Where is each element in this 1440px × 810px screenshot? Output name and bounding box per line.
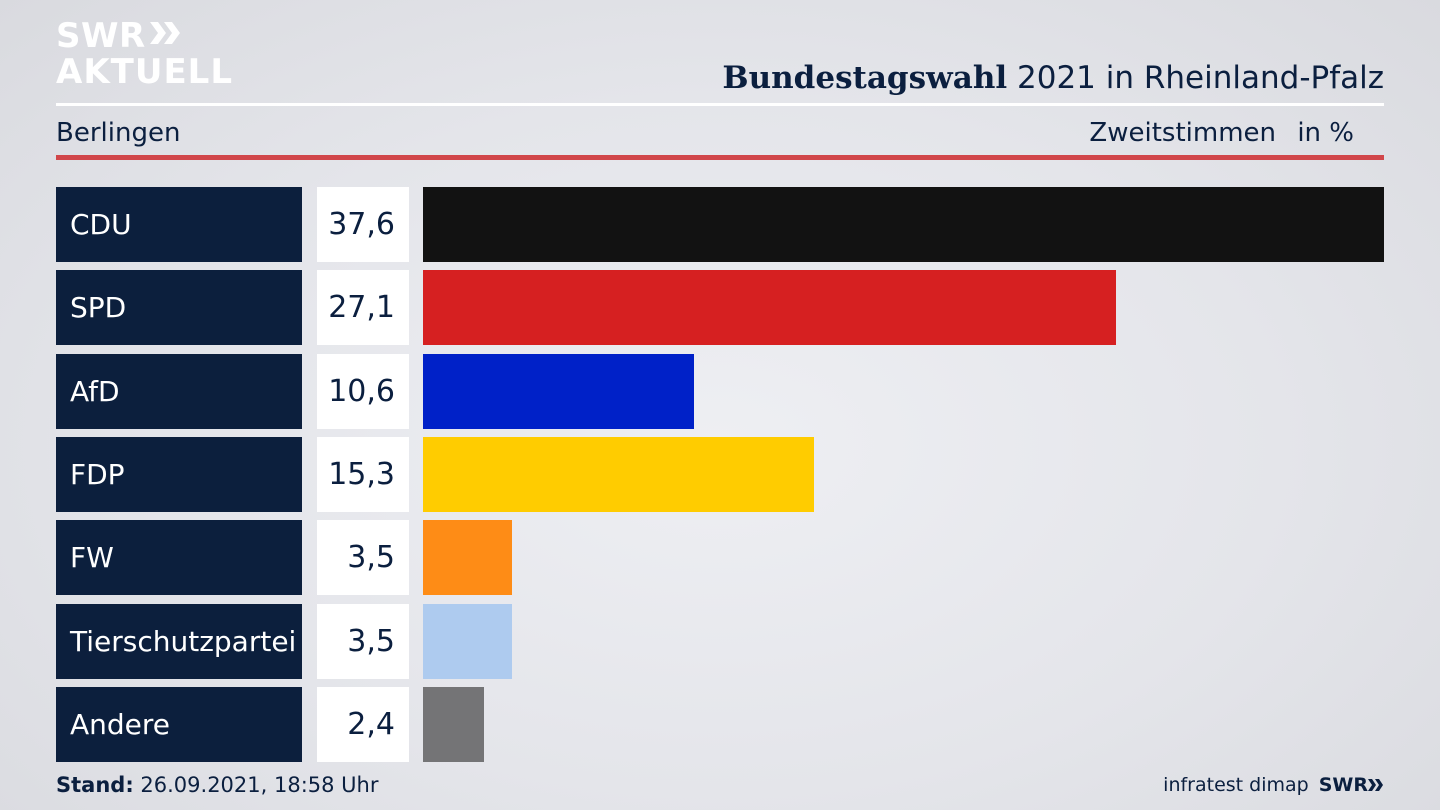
party-label: Tierschutzpartei xyxy=(56,603,302,679)
source-credit: infratest dimap SWR xyxy=(1163,771,1384,799)
value-label: 2,4 xyxy=(317,686,409,762)
title-rest: 2021 in Rheinland-Pfalz xyxy=(1007,60,1384,96)
stand-value: 26.09.2021, 18:58 Uhr xyxy=(133,773,379,797)
value-label: 37,6 xyxy=(317,187,409,262)
accent-divider xyxy=(56,155,1384,160)
bar-row: AfD 10,6 xyxy=(56,353,1384,429)
bar-row: Andere 2,4 xyxy=(56,686,1384,762)
value-label: 15,3 xyxy=(317,436,409,512)
unit-label: in % xyxy=(1297,118,1354,148)
party-label: Andere xyxy=(56,686,302,762)
bar-row: FDP 15,3 xyxy=(56,436,1384,512)
bar xyxy=(423,520,512,596)
party-label: SPD xyxy=(56,270,302,346)
bar xyxy=(423,270,1116,346)
bar xyxy=(423,187,1384,262)
bar-row: FW 3,5 xyxy=(56,520,1384,596)
source-label: infratest dimap xyxy=(1163,774,1309,796)
metric-label: Zweitstimmen xyxy=(1089,118,1276,148)
header-divider xyxy=(56,103,1384,106)
bar-row: CDU 37,6 xyxy=(56,187,1384,262)
value-label: 3,5 xyxy=(317,603,409,679)
value-label: 27,1 xyxy=(317,270,409,346)
bar-row: SPD 27,1 xyxy=(56,270,1384,346)
stand-label: Stand: xyxy=(56,773,134,797)
chevrons-icon xyxy=(149,22,180,44)
title-bold: Bundestagswahl xyxy=(722,60,1008,96)
bar xyxy=(423,353,694,429)
party-label: CDU xyxy=(56,187,302,262)
bar xyxy=(423,686,484,762)
chevrons-icon xyxy=(1368,779,1383,791)
party-label: AfD xyxy=(56,353,302,429)
bar xyxy=(423,603,512,679)
party-label: FW xyxy=(56,520,302,596)
chart-title: Bundestagswahl 2021 in Rheinland-Pfalz xyxy=(722,58,1384,98)
bar xyxy=(423,436,814,512)
brand-label: SWR xyxy=(1318,774,1368,796)
timestamp: Stand: 26.09.2021, 18:58 Uhr xyxy=(56,771,379,799)
logo-text-aktuell: AKTUELL xyxy=(56,52,234,92)
value-label: 3,5 xyxy=(317,520,409,596)
logo-text-swr: SWR xyxy=(56,16,146,56)
party-label: FDP xyxy=(56,436,302,512)
value-label: 10,6 xyxy=(317,353,409,429)
region-name: Berlingen xyxy=(56,118,181,148)
bar-row: Tierschutzpartei 3,5 xyxy=(56,603,1384,679)
